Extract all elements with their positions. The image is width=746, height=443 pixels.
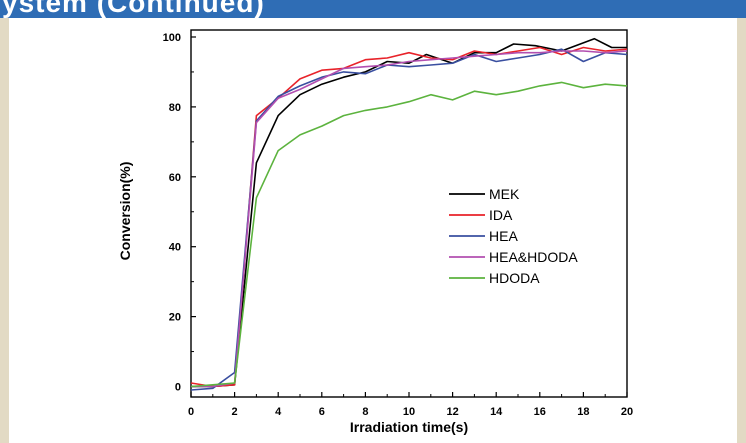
x-tick-label: 2 xyxy=(232,406,238,418)
x-tick-label: 0 xyxy=(188,406,194,418)
x-tick-label: 20 xyxy=(621,406,633,418)
plot-frame xyxy=(190,29,628,398)
series-lines xyxy=(190,37,628,391)
y-tick-label: 20 xyxy=(169,312,181,324)
series-line-hea-hdoda xyxy=(191,50,628,388)
x-tick-label: 4 xyxy=(275,406,282,418)
x-tick-label: 18 xyxy=(577,406,589,418)
series-line-mek xyxy=(191,37,627,388)
legend-label-mek: MEK xyxy=(489,186,520,202)
y-tick-label: 60 xyxy=(169,172,181,184)
left-border xyxy=(0,18,9,443)
y-tick-label: 40 xyxy=(169,242,181,254)
header-band: ystem (Continued) xyxy=(0,0,746,18)
x-tick-label: 12 xyxy=(446,406,458,418)
x-tick-label: 6 xyxy=(319,406,325,418)
legend: MEK IDA HEA HEA&HDODA HDODA xyxy=(449,186,578,286)
y-axis-label: Conversion(%) xyxy=(117,162,133,261)
x-tick-label: 14 xyxy=(490,406,503,418)
x-axis-label: Irradiation time(s) xyxy=(350,419,468,435)
series-line-hea xyxy=(190,48,628,391)
legend-label-hdoda: HDODA xyxy=(489,270,540,286)
y-tick-label: 80 xyxy=(169,102,181,114)
series-line-hdoda xyxy=(190,81,628,388)
legend-label-hea: HEA xyxy=(489,228,518,244)
legend-label-hea-hdoda: HEA&HDODA xyxy=(489,249,578,265)
right-border xyxy=(737,18,746,443)
line-chart: 0 2 4 6 8 10 12 14 16 18 20 0 20 40 60 80 100 Irradiatio… xyxy=(117,29,633,435)
y-tick-label: 0 xyxy=(175,382,181,394)
series-line-ida xyxy=(190,46,628,388)
y-tick-label: 100 xyxy=(163,32,181,44)
legend-label-ida: IDA xyxy=(489,207,513,223)
chart-panel: 0 2 4 6 8 10 12 14 16 18 20 0 20 40 60 80 100 Irradiatio… xyxy=(9,18,737,443)
header-title: ystem (Continued) xyxy=(2,0,265,18)
x-tick-label: 10 xyxy=(403,406,415,418)
x-tick-label: 16 xyxy=(534,406,546,418)
axis-ticks: 0 2 4 6 8 10 12 14 16 18 20 0 20 40 60 80 100 xyxy=(163,32,633,418)
x-tick-label: 8 xyxy=(362,406,368,418)
